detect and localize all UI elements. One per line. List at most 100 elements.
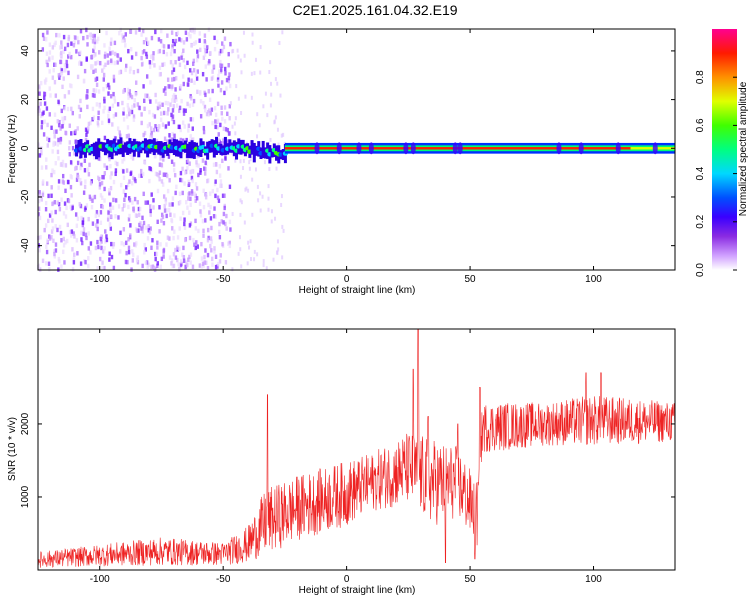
spectrogram-noise-cell bbox=[208, 210, 211, 215]
spectrogram-noise-cell bbox=[118, 70, 121, 75]
spectrogram-noise-cell bbox=[126, 103, 130, 108]
spectrogram-noise-cell bbox=[59, 162, 63, 167]
spectrogram-noise-cell bbox=[127, 236, 130, 242]
spectrogram-noise-cell bbox=[171, 98, 174, 103]
spectrogram-noise-cell bbox=[81, 240, 84, 246]
spectrogram-noise-cell bbox=[210, 248, 213, 253]
spectrogram-noise-cell bbox=[248, 160, 251, 165]
spectrogram-noise-cell bbox=[50, 229, 54, 234]
spectrogram-noise-cell bbox=[229, 101, 232, 106]
spectrogram-noise-cell bbox=[201, 71, 205, 77]
colorbar-tick-label: 0.6 bbox=[695, 118, 706, 132]
spectrogram-noise-cell bbox=[51, 45, 55, 50]
spectrogram-noise-cell bbox=[79, 165, 82, 171]
spectrogram-noise-cell bbox=[140, 32, 143, 37]
spectrogram-noise-cell bbox=[171, 202, 174, 207]
spectrogram-noise-cell bbox=[111, 244, 115, 249]
spectrogram-noise-cell bbox=[117, 56, 120, 61]
spectrogram-noise-cell bbox=[94, 68, 97, 73]
spectrogram-noise-cell bbox=[39, 101, 42, 107]
spectrogram-noise-cell bbox=[262, 259, 265, 264]
spectrogram-noise-cell bbox=[194, 198, 197, 203]
spectrogram-noise-cell bbox=[259, 45, 262, 50]
spectrogram-noise-cell bbox=[165, 139, 169, 144]
spectrogram-noise-cell bbox=[142, 220, 146, 226]
spectrogram-noise-cell bbox=[276, 239, 279, 244]
spectrogram-noise-cell bbox=[189, 202, 192, 207]
spectrogram-noise-cell bbox=[237, 96, 240, 101]
spectrogram-noise-cell bbox=[45, 157, 48, 162]
spectrogram-noise-cell bbox=[66, 42, 70, 48]
spectrogram-noise-cell bbox=[262, 263, 265, 268]
spectrogram-noise-cell bbox=[251, 40, 254, 45]
snr-series-line bbox=[37, 328, 676, 568]
spectrogram-noise-cell bbox=[138, 27, 141, 32]
spectrogram-noise-cell bbox=[79, 261, 83, 266]
spectrogram-noise-cell bbox=[204, 64, 207, 69]
spectrogram-noise-cell bbox=[219, 122, 222, 128]
spectrogram-noise-cell bbox=[263, 160, 266, 165]
spectrogram-noise-cell bbox=[64, 240, 67, 245]
spectrogram-noise-cell bbox=[53, 129, 56, 135]
spectrogram-noise-cell bbox=[228, 240, 231, 246]
spectrogram-noise-cell bbox=[220, 105, 223, 110]
spectrogram-noise-cell bbox=[189, 134, 192, 139]
spectrogram-noise-cell bbox=[211, 69, 214, 74]
spectrogram-noise-cell bbox=[72, 257, 76, 262]
spectrogram-noise-cell bbox=[112, 91, 115, 97]
spectrogram-noise-cell bbox=[216, 187, 219, 193]
carrier-band-cell bbox=[188, 141, 192, 159]
spectrogram-noise-cell bbox=[248, 245, 251, 250]
spectrogram-noise-cell bbox=[142, 132, 145, 138]
spectrogram-noise-cell bbox=[59, 126, 62, 131]
spectrogram-noise-cell bbox=[280, 194, 283, 199]
spectrogram-noise-cell bbox=[124, 43, 127, 48]
spectrogram-noise-cell bbox=[84, 127, 88, 132]
spectrogram-noise-cell bbox=[107, 118, 111, 123]
spectrogram-noise-cell bbox=[77, 39, 80, 45]
spectrogram-noise-cell bbox=[68, 51, 71, 57]
spectrogram-noise-cell bbox=[217, 73, 220, 79]
spectrogram-noise-cell bbox=[193, 27, 196, 33]
spectrogram-noise-cell bbox=[164, 124, 168, 129]
spectrogram-noise-cell bbox=[168, 236, 171, 241]
spectrogram-noise-cell bbox=[63, 115, 67, 121]
spectrogram-noise-cell bbox=[148, 178, 151, 184]
spectrogram-y-axis-label: Frequency (Hz) bbox=[7, 115, 18, 184]
spectrogram-noise-cell bbox=[44, 261, 48, 266]
carrier-side-blip bbox=[314, 142, 320, 155]
spectrogram-noise-cell bbox=[57, 185, 60, 190]
spectrogram-y-ticks: -40 -20 0 20 40 bbox=[20, 45, 675, 253]
spectrogram-noise-cell bbox=[182, 40, 186, 45]
spectrogram-noise-cell bbox=[192, 68, 196, 73]
spectrogram-noise-cell bbox=[53, 200, 57, 205]
spectrogram-noise-cell bbox=[84, 259, 87, 265]
spectrogram-noise-cell bbox=[190, 28, 194, 34]
spectrogram-noise-cell bbox=[163, 208, 167, 213]
spectrogram-noise-cell bbox=[185, 137, 188, 143]
spectrogram-noise-cell bbox=[57, 202, 61, 207]
spectrogram-noise-cell bbox=[181, 138, 185, 143]
spectrogram-noise-cell bbox=[184, 170, 187, 176]
spectrogram-noise-cell bbox=[169, 102, 172, 107]
spectrogram-noise-cell bbox=[194, 72, 198, 77]
spectrogram-noise-cell bbox=[107, 91, 110, 96]
spectrogram-noise-cell bbox=[242, 166, 245, 171]
spectrogram-noise-cell bbox=[54, 224, 57, 229]
spectrogram-noise-cell bbox=[166, 173, 169, 179]
spectrogram-noise-cell bbox=[51, 149, 54, 154]
spectrogram-frame bbox=[37, 28, 676, 271]
spectrogram-noise-cell bbox=[222, 126, 226, 131]
carrier-band-cell bbox=[97, 138, 101, 158]
spectrogram-noise-cell bbox=[187, 77, 190, 82]
spectrogram-noise-cell bbox=[254, 167, 257, 172]
spectrogram-noise-cell bbox=[149, 126, 153, 131]
spectrogram-noise-cell bbox=[109, 185, 113, 191]
spectrogram-noise-cell bbox=[204, 160, 207, 166]
spectrogram-noise-cell bbox=[116, 102, 120, 107]
spectrogram-noise-cell bbox=[127, 250, 131, 255]
spectrogram-noise-cell bbox=[214, 254, 218, 259]
spectrogram-noise-cell bbox=[272, 257, 275, 262]
spectrogram-noise-cell bbox=[204, 218, 207, 223]
spectrogram-noise-cell bbox=[226, 127, 230, 133]
